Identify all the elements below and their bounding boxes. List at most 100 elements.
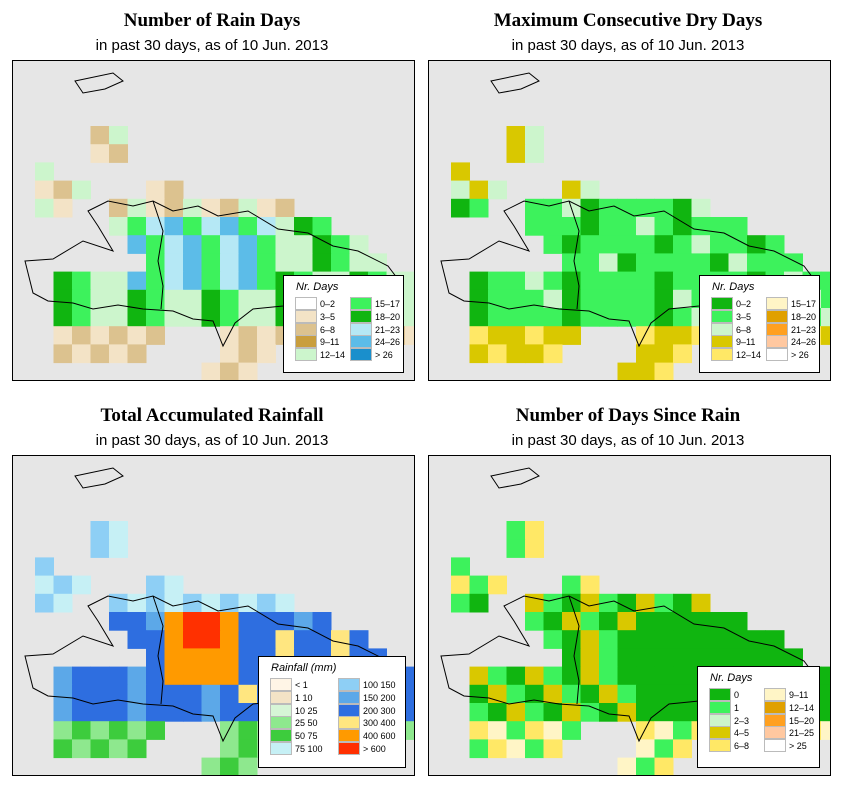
- grid-cell: [654, 612, 674, 631]
- grid-cell: [617, 703, 637, 722]
- grid-cell: [506, 666, 526, 686]
- legend-item: 3–5: [295, 309, 336, 323]
- grid-cell: [53, 721, 73, 740]
- grid-cell: [164, 684, 184, 704]
- grid-cell: [72, 739, 91, 759]
- grid-cell: [53, 326, 73, 345]
- grid-cell: [506, 271, 526, 291]
- grid-cell: [636, 235, 655, 254]
- grid-cell: [673, 289, 692, 309]
- grid-cell: [765, 253, 785, 273]
- grid-cell: [201, 703, 221, 722]
- grid-cell: [673, 308, 692, 327]
- grid-cell: [617, 271, 637, 291]
- grid-cell: [469, 180, 489, 200]
- grid-cell: [617, 235, 637, 254]
- grid-cell: [164, 575, 184, 595]
- grid-cell: [617, 308, 637, 327]
- grid-cell: [543, 703, 563, 722]
- legend-label: 24–26: [791, 337, 817, 348]
- legend-swatch: [270, 678, 292, 691]
- legend-item: 21–23: [350, 322, 400, 336]
- legend-label: 2–3: [734, 715, 750, 726]
- legend-label: 3–5: [320, 311, 336, 322]
- legend-label: 18–20: [375, 311, 401, 322]
- grid-cell: [506, 721, 526, 740]
- legend-swatch: [764, 726, 786, 740]
- legend-item: 100 150: [338, 678, 396, 691]
- grid-cell: [164, 666, 184, 686]
- grid-cell: [183, 612, 202, 631]
- grid-cell: [580, 648, 600, 668]
- grid-cell: [469, 721, 489, 740]
- grid-cell: [580, 217, 600, 236]
- grid-cell: [164, 217, 184, 236]
- grid-cell: [451, 593, 470, 613]
- grid-cell: [72, 575, 91, 595]
- grid-cell: [784, 253, 803, 273]
- grid-cell: [127, 703, 147, 722]
- grid-cell: [146, 289, 165, 309]
- grid-cell: [469, 703, 489, 722]
- grid-cell: [312, 235, 332, 254]
- legend-swatch: [338, 703, 360, 717]
- legend-item: 9–11: [711, 335, 756, 349]
- legend-swatch: [709, 688, 731, 701]
- legend-label: 24–26: [375, 337, 401, 348]
- grid-cell: [488, 326, 507, 345]
- grid-cell: [543, 593, 563, 613]
- grid-cell: [654, 757, 674, 775]
- grid-cell: [543, 612, 563, 631]
- grid-cell: [580, 666, 600, 686]
- grid-cell: [146, 575, 165, 595]
- legend-swatch: [766, 348, 788, 362]
- grid-cell: [294, 630, 313, 649]
- grid-cell: [673, 271, 692, 291]
- grid-cell: [765, 630, 785, 649]
- legend-swatch: [270, 716, 292, 730]
- legend-item: 0: [709, 688, 739, 701]
- grid-cell: [654, 235, 674, 254]
- grid-cell: [488, 739, 507, 759]
- grid-cell: [127, 739, 147, 759]
- grid-cell: [72, 308, 91, 327]
- legend-label: 12–14: [789, 702, 815, 713]
- grid-cell: [506, 521, 526, 540]
- grid-cell: [599, 217, 618, 236]
- grid-cell: [127, 666, 147, 686]
- grid-cell: [90, 521, 110, 540]
- grid-cell: [127, 235, 147, 254]
- legend-item: 50 75: [270, 729, 318, 743]
- grid-cell: [109, 593, 128, 613]
- grid-cell: [673, 703, 692, 722]
- legend-label: 9–11: [736, 337, 756, 348]
- legend-item: 400 600: [338, 729, 396, 743]
- legend-item: 12–14: [295, 348, 345, 362]
- grid-cell: [821, 271, 830, 291]
- grid-cell: [164, 630, 184, 649]
- grid-cell: [821, 308, 830, 327]
- grid-cell: [525, 666, 544, 686]
- grid-cell: [543, 271, 563, 291]
- grid-cell: [109, 666, 128, 686]
- grid-cell: [488, 344, 507, 364]
- grid-cell: [599, 666, 618, 686]
- legend-swatch: [709, 726, 731, 740]
- grid-cell: [599, 703, 618, 722]
- country-border: [568, 595, 580, 705]
- grid-cell: [220, 721, 239, 740]
- grid-cell: [469, 593, 489, 613]
- panel-2-subtitle: in past 30 days, as of 10 Jun. 2013: [511, 37, 745, 54]
- grid-cell: [238, 612, 258, 631]
- grid-cell: [72, 666, 91, 686]
- legend-swatch: [764, 700, 786, 714]
- grid-cell: [469, 198, 489, 218]
- grid-cell: [525, 739, 544, 759]
- grid-cell: [488, 703, 507, 722]
- grid-cell: [673, 684, 692, 704]
- grid-cell: [543, 308, 563, 327]
- grid-cell: [599, 612, 618, 631]
- grid-cell: [821, 721, 830, 740]
- grid-cell: [599, 684, 618, 704]
- grid-cell: [821, 703, 830, 722]
